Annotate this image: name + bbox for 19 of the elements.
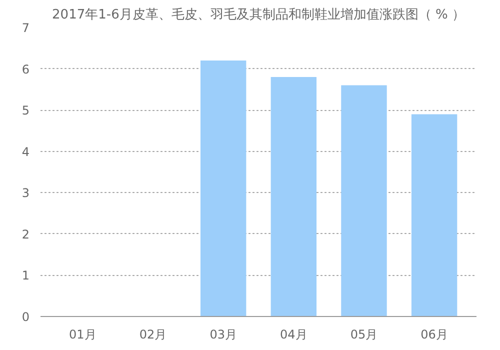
bar: [200, 60, 246, 316]
x-tick-label: 06月: [420, 328, 448, 342]
x-tick-label: 05月: [350, 328, 378, 342]
y-tick-label: 0: [22, 310, 30, 324]
chart-title: 2017年1-6月皮革、毛皮、羽毛及其制品和制鞋业增加值涨跌图（ % ）: [52, 8, 465, 22]
y-tick-label: 6: [22, 62, 30, 76]
x-tick-label: 04月: [280, 328, 308, 342]
x-tick-label: 01月: [69, 328, 96, 342]
bar: [270, 77, 317, 316]
y-tick-label: 1: [22, 268, 30, 283]
y-tick-label: 2: [22, 227, 30, 242]
y-tick-label: 4: [22, 144, 30, 159]
y-tick-label: 5: [22, 104, 30, 118]
x-tick-label: 03月: [210, 328, 237, 342]
bar: [411, 114, 458, 316]
x-tick-label: 02月: [139, 328, 167, 342]
bar: [341, 85, 387, 316]
y-tick-label: 3: [22, 186, 30, 200]
y-tick-label: 7: [22, 21, 30, 35]
